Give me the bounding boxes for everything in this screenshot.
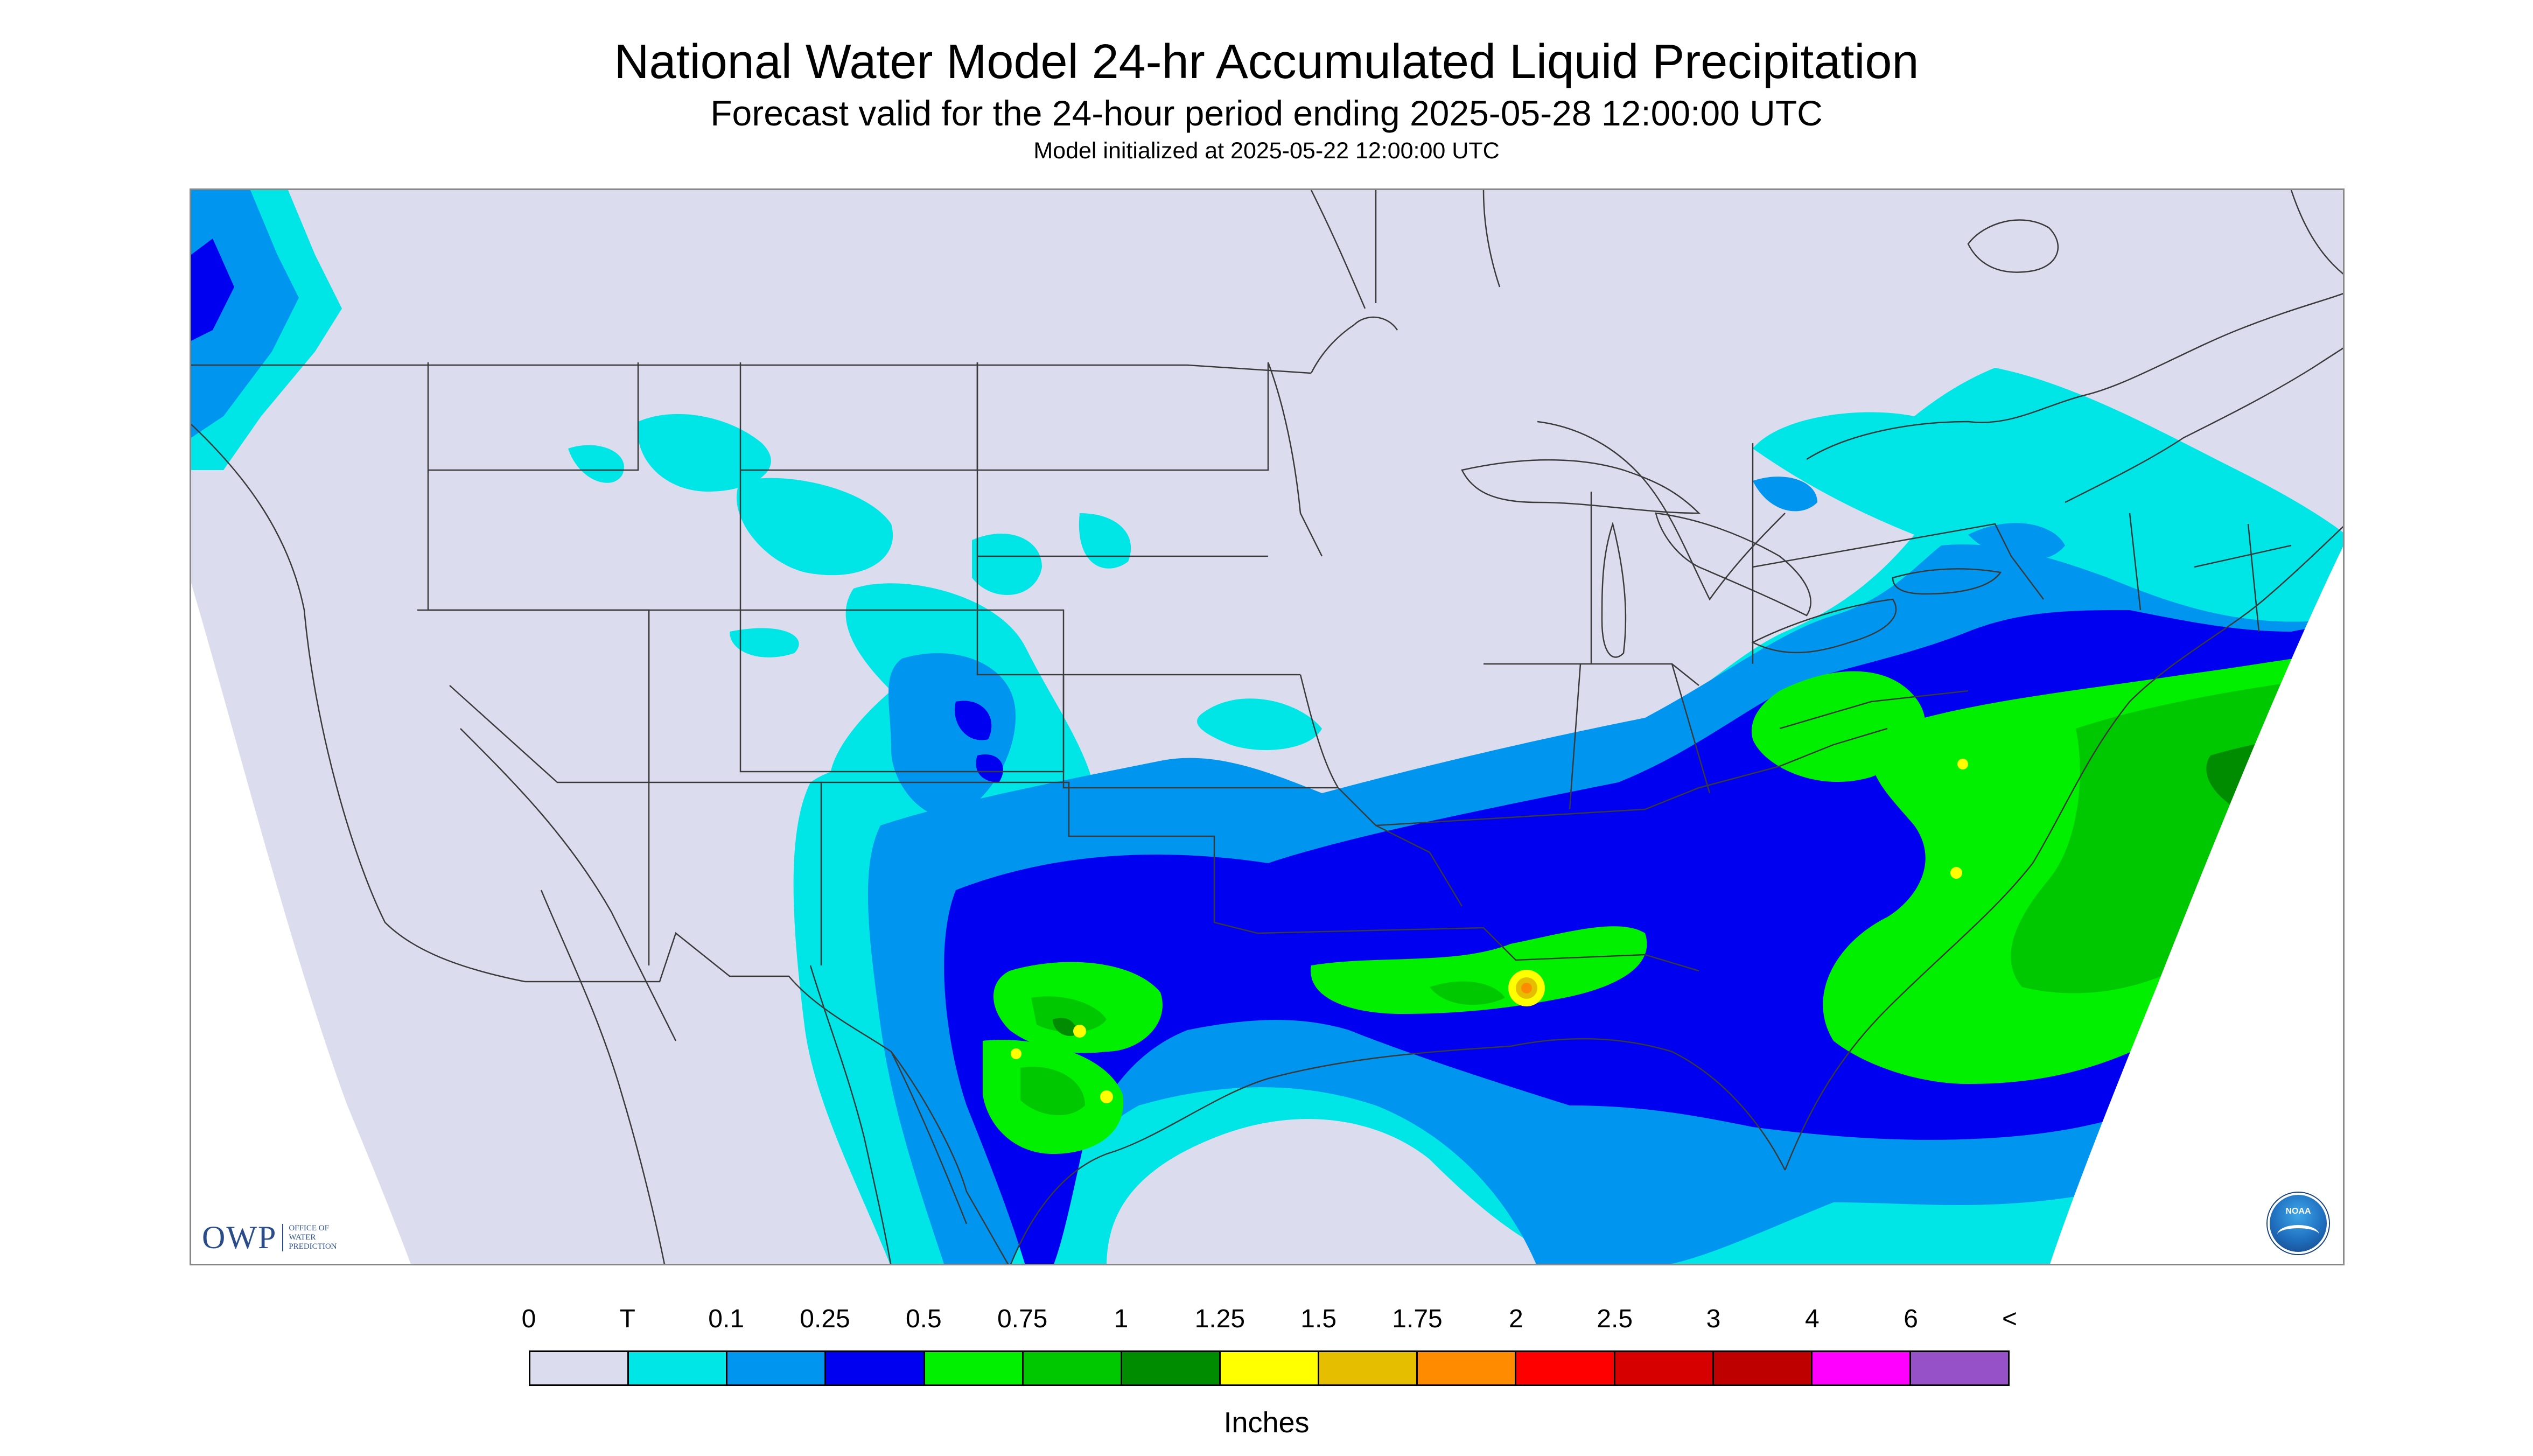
legend-tick-label: 0.75 <box>997 1305 1048 1333</box>
legend-colorbar <box>529 1350 2010 1386</box>
legend-tick-label: T <box>619 1305 635 1333</box>
legend-swatch <box>1023 1352 1122 1384</box>
legend-swatch <box>1615 1352 1714 1384</box>
legend-tick-label: 1 <box>1114 1305 1129 1333</box>
legend-tick-label: 0 <box>521 1305 536 1333</box>
owp-logo-text: OWP <box>202 1220 277 1255</box>
legend-swatch <box>1713 1352 1813 1384</box>
great-lakes <box>1461 459 2002 658</box>
legend-tick-label: 1.75 <box>1392 1305 1443 1333</box>
political-boundaries <box>191 293 2343 1264</box>
chart-title: National Water Model 24-hr Accumulated L… <box>614 35 1919 89</box>
outside-domain-mask <box>191 547 2343 1264</box>
legend-tick-label: 0.1 <box>708 1305 745 1333</box>
legend-swatch <box>1516 1352 1615 1384</box>
owp-logo: OWP OFFICE OF WATER PREDICTION <box>202 1219 337 1256</box>
owp-line-1: OFFICE OF <box>289 1224 329 1233</box>
legend-tick-label: 0.25 <box>800 1305 850 1333</box>
legend-swatch <box>530 1352 629 1384</box>
owp-logo-subtext: OFFICE OF WATER PREDICTION <box>282 1224 337 1251</box>
legend-tick-label: 0.5 <box>905 1305 942 1333</box>
owp-line-3: PREDICTION <box>289 1242 337 1251</box>
legend-units: Inches <box>1223 1406 1310 1439</box>
legend-swatch <box>925 1352 1024 1384</box>
legend-swatch <box>1812 1352 1911 1384</box>
legend-tick-label: 1.5 <box>1300 1305 1337 1333</box>
legend-tick-label: 3 <box>1706 1305 1721 1333</box>
map-canvas <box>191 190 2343 1264</box>
noaa-logo-text: NOAA <box>2285 1207 2311 1216</box>
legend-swatch <box>727 1352 827 1384</box>
legend-labels: 0 T 0.1 0.25 0.5 0.75 1 1.25 1.5 1.75 2 2.5 3 4 6 < <box>0 1304 2533 1336</box>
legend-swatch <box>1319 1352 1418 1384</box>
legend-swatch <box>1418 1352 1517 1384</box>
chart-subtitle: Forecast valid for the 24-hour period en… <box>710 93 1823 133</box>
model-init-text: Model initialized at 2025-05-22 12:00:00… <box>1033 138 1500 164</box>
legend-tick-label: 2 <box>1508 1305 1523 1333</box>
noaa-logo: NOAA <box>2268 1193 2329 1254</box>
canada-coastline <box>1310 190 2343 374</box>
legend-tick-label: 4 <box>1804 1305 1820 1333</box>
legend-tick-label: < <box>2002 1305 2018 1333</box>
legend-swatch <box>826 1352 925 1384</box>
legend-swatch <box>1122 1352 1221 1384</box>
legend-tick-label: 2.5 <box>1597 1305 1633 1333</box>
precip-high-layer <box>1011 759 1968 1103</box>
precipitation-map: OWP OFFICE OF WATER PREDICTION NOAA <box>190 188 2345 1265</box>
noaa-gull-icon <box>2277 1225 2319 1244</box>
legend-tick-label: 1.25 <box>1194 1305 1245 1333</box>
owp-line-2: WATER <box>289 1233 316 1242</box>
legend-swatch <box>629 1352 728 1384</box>
legend-swatch <box>1220 1352 1320 1384</box>
legend-swatch <box>1911 1352 2009 1384</box>
legend-tick-label: 6 <box>1904 1305 1919 1333</box>
